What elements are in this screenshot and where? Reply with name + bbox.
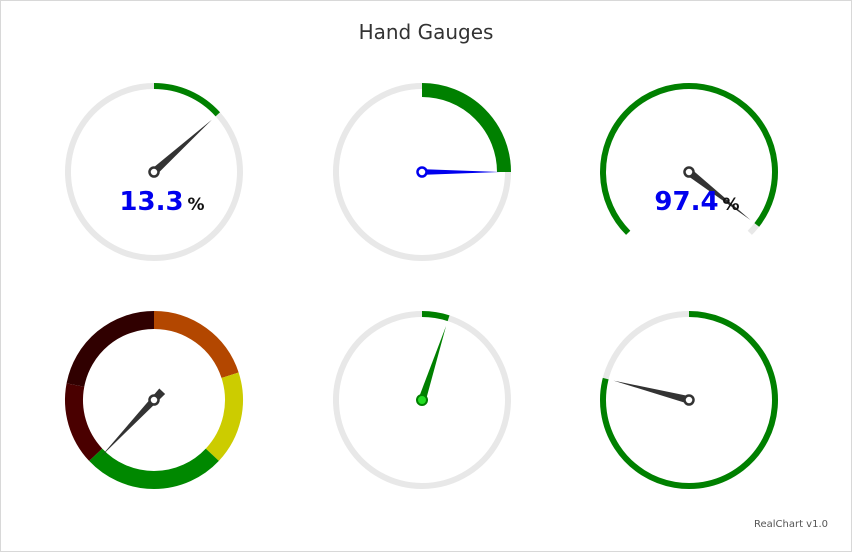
gauge-6 (600, 311, 778, 489)
gauge-value-arc (600, 311, 778, 489)
gauge-band (66, 311, 155, 387)
gauge-hand (416, 325, 447, 406)
gauge-4 (65, 311, 243, 489)
gauge-hand (683, 166, 751, 220)
gauge-hand (418, 169, 500, 175)
chart-title: Hand Gauges (358, 20, 494, 44)
gauge-band (205, 372, 243, 461)
gauge-value-label: 13.3% (119, 187, 204, 217)
gauge-band (89, 448, 219, 489)
gauge-value-label: 97.4% (654, 187, 739, 217)
gauge-band (65, 383, 103, 461)
gauge-3: 97.4% (600, 83, 778, 235)
gauge-unit-label: % (188, 195, 205, 215)
gauge-hand (148, 119, 212, 178)
gauge-5 (333, 311, 511, 489)
gauge-track (65, 83, 243, 261)
gauge-value-arc (421, 83, 511, 173)
gauge-pin (416, 166, 428, 178)
gauge-track (333, 311, 511, 489)
gauge-hand (100, 388, 166, 457)
credit-label: RealChart v1.0 (753, 519, 828, 530)
gauge-value-number: 97.4 (654, 187, 718, 217)
gauge-pin (683, 166, 695, 178)
gauge-value-arc (153, 83, 221, 117)
gauge-value-arc (421, 311, 450, 322)
gauge-2 (333, 83, 511, 261)
gauge-band (153, 311, 239, 379)
gauge-value-number: 13.3 (119, 187, 183, 217)
gauge-pin (416, 394, 428, 406)
gauge-unit-label: % (723, 195, 740, 215)
gauge-value-arc (600, 83, 778, 235)
gauge-hand (613, 380, 694, 405)
gauge-1: 13.3% (65, 83, 243, 261)
gauge-pin (148, 166, 160, 178)
gauge-pin (148, 394, 160, 406)
gauge-pin (683, 394, 695, 406)
